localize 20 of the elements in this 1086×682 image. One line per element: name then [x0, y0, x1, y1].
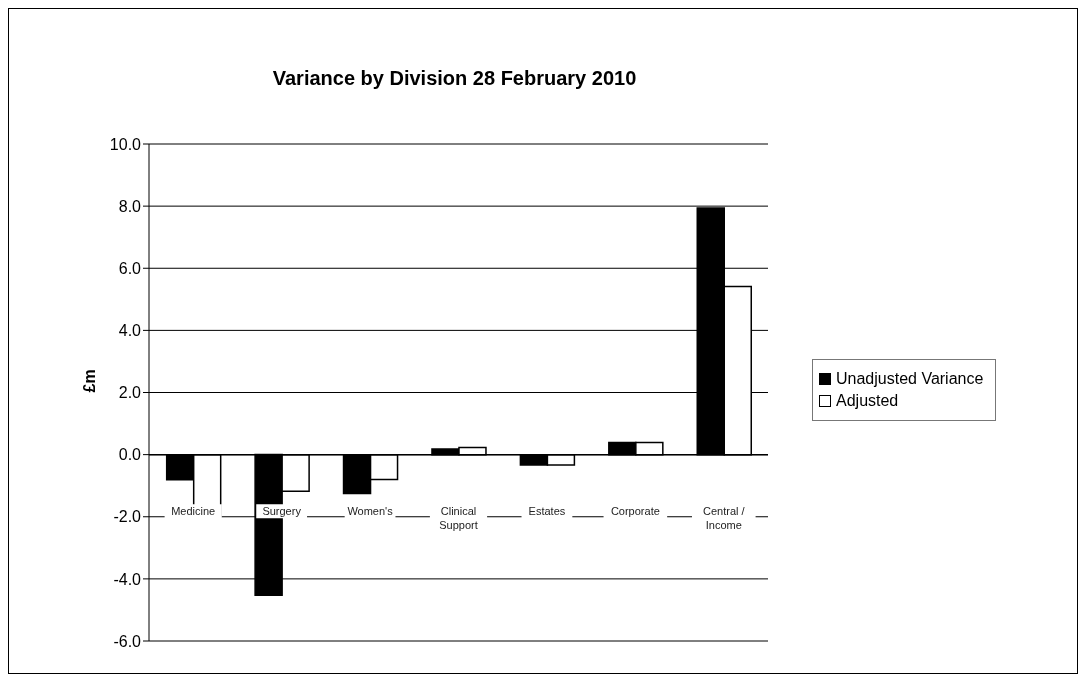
x-tick-label: Women's	[347, 505, 394, 518]
x-tick-label: Medicine	[171, 505, 216, 518]
y-tick-label: 6.0	[118, 259, 142, 277]
y-tick-label: 2.0	[118, 384, 142, 402]
legend-label: Adjusted	[836, 392, 899, 410]
legend-label: Unadjusted Variance	[836, 370, 984, 388]
x-tick-label: Corporate	[610, 505, 660, 518]
x-tick-label: Central / Income	[703, 505, 746, 532]
y-axis-title: £m	[80, 369, 98, 393]
x-tick-label: Surgery	[262, 505, 302, 518]
y-tick-label: 8.0	[118, 197, 142, 215]
y-tick-label: -4.0	[113, 570, 142, 588]
x-tick-label: Clinical Support	[439, 505, 478, 532]
y-tick-label: -6.0	[113, 632, 142, 650]
y-tick-label: 0.0	[118, 446, 142, 464]
chart-title: Variance by Division 28 February 2010	[271, 67, 638, 90]
y-tick-label: 10.0	[109, 135, 142, 153]
y-tick-label: -2.0	[113, 508, 142, 526]
y-tick-label: 4.0	[118, 322, 142, 340]
x-tick-label: Estates	[528, 505, 566, 518]
